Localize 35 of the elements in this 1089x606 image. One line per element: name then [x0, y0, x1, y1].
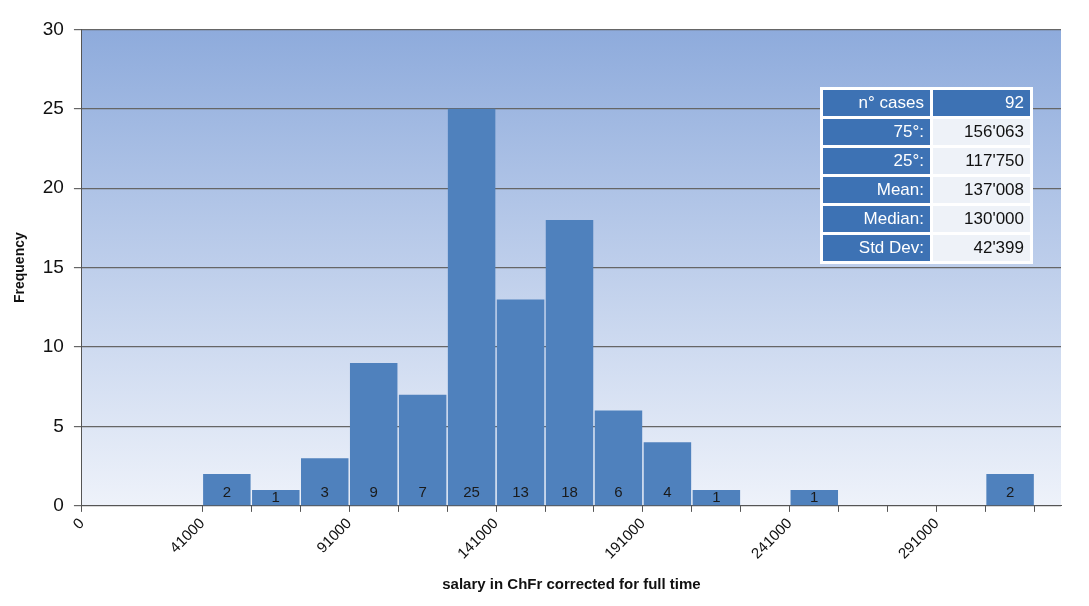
annotation: 25°: [823, 148, 930, 174]
y-axis-title: Frequency [11, 232, 28, 304]
annotation: Median: [823, 206, 930, 232]
data-label: 1 [810, 488, 819, 506]
annotation: n° cases [823, 90, 930, 116]
annotation: 137'008 [933, 177, 1030, 203]
annotation: 117'750 [933, 148, 1030, 174]
y-tick-label: 15 [42, 255, 64, 277]
x-axis-title: salary in ChFr corrected for full time [442, 575, 701, 593]
data-label: 25 [463, 483, 480, 501]
y-tick-label: 30 [42, 17, 64, 39]
data-label: 1 [271, 488, 280, 506]
annotation: 130'000 [933, 206, 1030, 232]
y-tick-label: 10 [42, 335, 64, 357]
data-label: 7 [418, 483, 427, 501]
data-label: 1 [712, 488, 721, 506]
data-label: 2 [1005, 483, 1015, 501]
data-label: 18 [561, 483, 578, 501]
data-label: 2 [222, 483, 232, 501]
annotation: 75°: [823, 119, 930, 145]
annotation: Mean: [823, 177, 930, 203]
data-label: 4 [663, 483, 672, 501]
y-tick-label: 5 [53, 414, 64, 436]
annotation: 92 [933, 90, 1030, 116]
data-label: 9 [369, 483, 378, 501]
y-tick-label: 0 [53, 494, 64, 516]
y-tick-label: 25 [42, 97, 64, 119]
annotation: 156'063 [933, 119, 1030, 145]
data-label: 6 [614, 483, 623, 501]
x-tick-label: 0 [69, 514, 87, 533]
data-label: 13 [512, 483, 529, 501]
data-label: 3 [320, 483, 329, 501]
annotation: 42'399 [933, 235, 1030, 261]
annotation: Std Dev: [823, 235, 930, 261]
y-tick-label: 20 [42, 176, 64, 198]
